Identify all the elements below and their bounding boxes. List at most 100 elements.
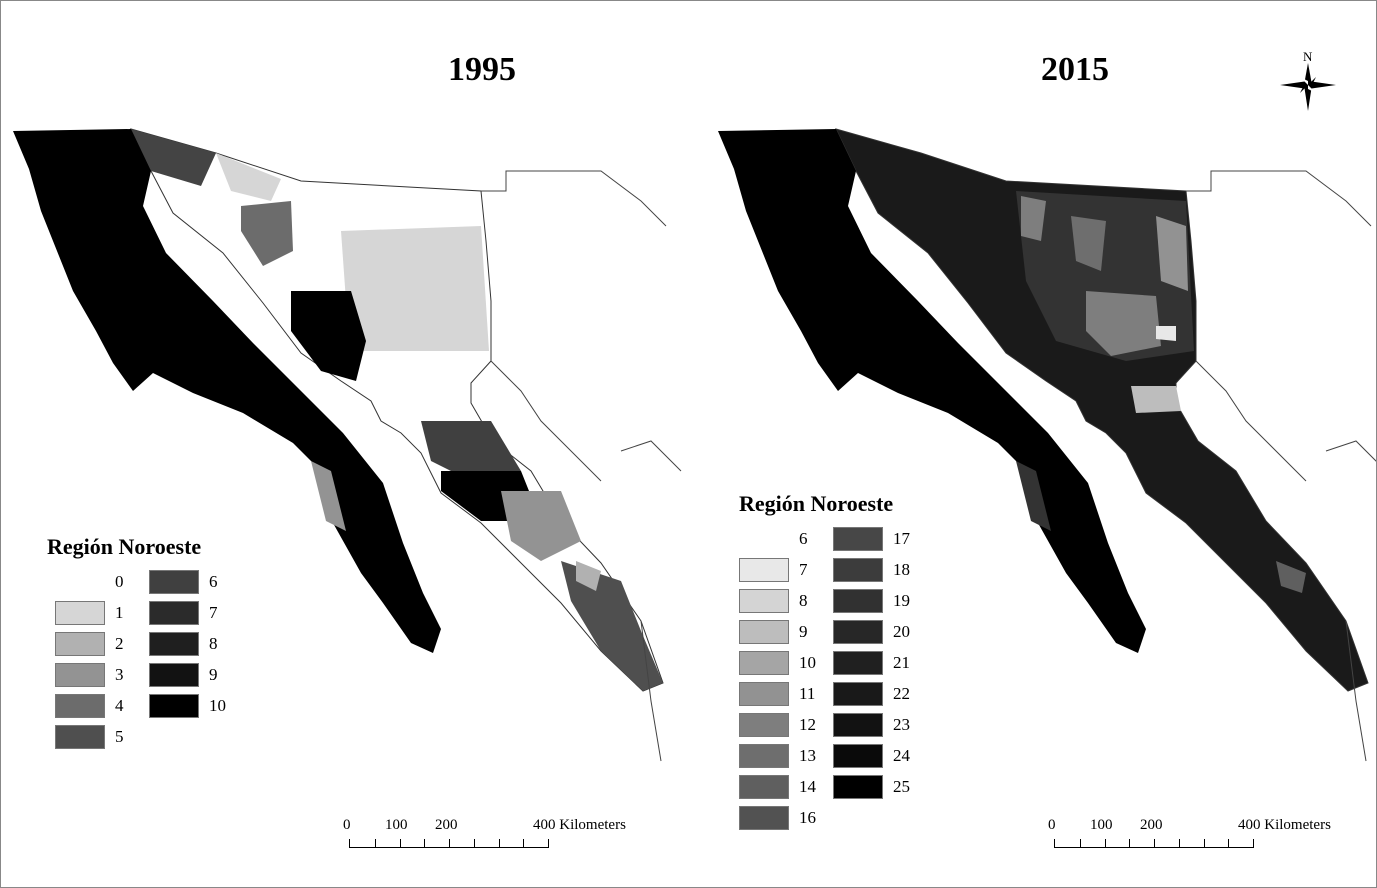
scale-tick	[1203, 839, 1205, 847]
scale-label: 400 Kilometers	[1238, 817, 1331, 833]
legend-swatch	[149, 663, 199, 687]
legend-item: 10	[149, 694, 235, 718]
legend-label: 0	[115, 572, 124, 591]
scale-tick	[399, 839, 401, 847]
legend-label: 10	[799, 653, 816, 672]
legend-swatch	[149, 694, 199, 718]
legend-item: 5	[55, 725, 141, 749]
region-shade	[501, 491, 581, 561]
legend-item: 7	[149, 601, 235, 625]
legend-label: 9	[209, 665, 218, 684]
region-shade	[311, 461, 346, 531]
legend-label: 14	[799, 777, 816, 796]
legend-swatch	[55, 601, 105, 625]
legend-1995: Región Noroeste 0 1 2 3 4 5 6 7 8 9 10	[47, 534, 235, 749]
legend-label: 1	[115, 603, 124, 622]
region-shade	[1016, 461, 1051, 531]
legend-item: 18	[833, 558, 919, 582]
legend-item: 16	[739, 806, 825, 830]
scale-tick	[449, 839, 450, 847]
legend-item: 24	[833, 744, 919, 768]
scale-label: 400 Kilometers	[533, 817, 626, 833]
scale-tick	[1079, 839, 1081, 847]
legend-swatch	[739, 651, 789, 675]
legend-label: 16	[799, 808, 816, 827]
legend-item: 2	[55, 632, 141, 656]
region-shade	[1156, 216, 1188, 291]
scale-bar-2015: 0 100 200 400 Kilometers	[1048, 817, 1331, 857]
scale-tick	[523, 839, 525, 847]
region-shade	[1156, 326, 1176, 341]
legend-item: 19	[833, 589, 919, 613]
legend-item: 1	[55, 601, 141, 625]
legend-item: 6	[149, 570, 235, 594]
legend-swatch	[739, 713, 789, 737]
legend-item: 10	[739, 651, 825, 675]
region-shade	[1021, 196, 1046, 241]
legend-title: Región Noroeste	[739, 491, 894, 516]
legend-label: 6	[799, 529, 808, 548]
legend-swatch	[833, 620, 883, 644]
scale-label: 0	[1048, 817, 1056, 833]
legend-item: 11	[739, 682, 825, 706]
legend-item: 17	[833, 527, 919, 551]
region-shade	[291, 291, 366, 381]
legend-swatch	[149, 601, 199, 625]
scale-bar-line	[1054, 839, 1254, 848]
legend-label: 22	[893, 684, 910, 703]
scale-tick	[424, 839, 426, 847]
legend-label: 18	[893, 560, 910, 579]
legend-swatch	[55, 694, 105, 718]
region-shade	[1131, 386, 1181, 413]
legend-label: 13	[799, 746, 816, 765]
legend-label: 25	[893, 777, 910, 796]
legend-swatch	[739, 558, 789, 582]
legend-item: 7	[739, 558, 825, 582]
scale-tick	[1178, 839, 1180, 847]
legend-item: 0	[55, 570, 141, 594]
legend-2015: Región Noroeste 6 7 8 9 10 11 12 13 14 16 17 18 19 20…	[739, 491, 919, 830]
legend-label: 17	[893, 529, 910, 548]
legend-item: 9	[739, 620, 825, 644]
legend-label: 9	[799, 622, 808, 641]
legend-swatch	[833, 651, 883, 675]
legend-item: 20	[833, 620, 919, 644]
scale-bar-line	[349, 839, 549, 848]
legend-item: 13	[739, 744, 825, 768]
legend-swatch	[739, 527, 789, 551]
legend-item: 12	[739, 713, 825, 737]
legend-item: 23	[833, 713, 919, 737]
scale-tick	[1228, 839, 1230, 847]
legend-item: 8	[149, 632, 235, 656]
legend-swatch	[833, 775, 883, 799]
legend-label: 19	[893, 591, 910, 610]
legend-item: 9	[149, 663, 235, 687]
legend-swatch	[55, 725, 105, 749]
region-shade	[1071, 216, 1106, 271]
legend-swatch	[833, 527, 883, 551]
scale-label: 100	[1090, 817, 1113, 833]
legend-item: 3	[55, 663, 141, 687]
legend-label: 21	[893, 653, 910, 672]
region-shade	[561, 561, 663, 691]
region-shade	[576, 561, 601, 591]
legend-item: 6	[739, 527, 825, 551]
legend-swatch	[739, 806, 789, 830]
legend-swatch	[55, 570, 105, 594]
legend-swatch	[833, 589, 883, 613]
legend-label: 4	[115, 696, 124, 715]
legend-label: 6	[209, 572, 218, 591]
legend-label: 5	[115, 727, 124, 746]
scale-tick	[1154, 839, 1155, 847]
map-1995	[13, 128, 682, 762]
legend-label: 3	[115, 665, 124, 684]
legend-label: 8	[209, 634, 218, 653]
scale-tick	[1129, 839, 1131, 847]
legend-swatch	[833, 682, 883, 706]
legend-swatch	[833, 713, 883, 737]
legend-item: 14	[739, 775, 825, 799]
legend-label: 7	[209, 603, 218, 622]
scale-tick	[473, 839, 475, 847]
